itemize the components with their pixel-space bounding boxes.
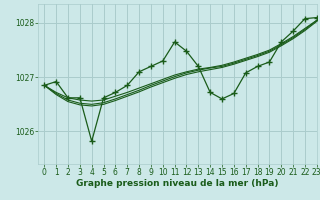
X-axis label: Graphe pression niveau de la mer (hPa): Graphe pression niveau de la mer (hPa) (76, 179, 279, 188)
